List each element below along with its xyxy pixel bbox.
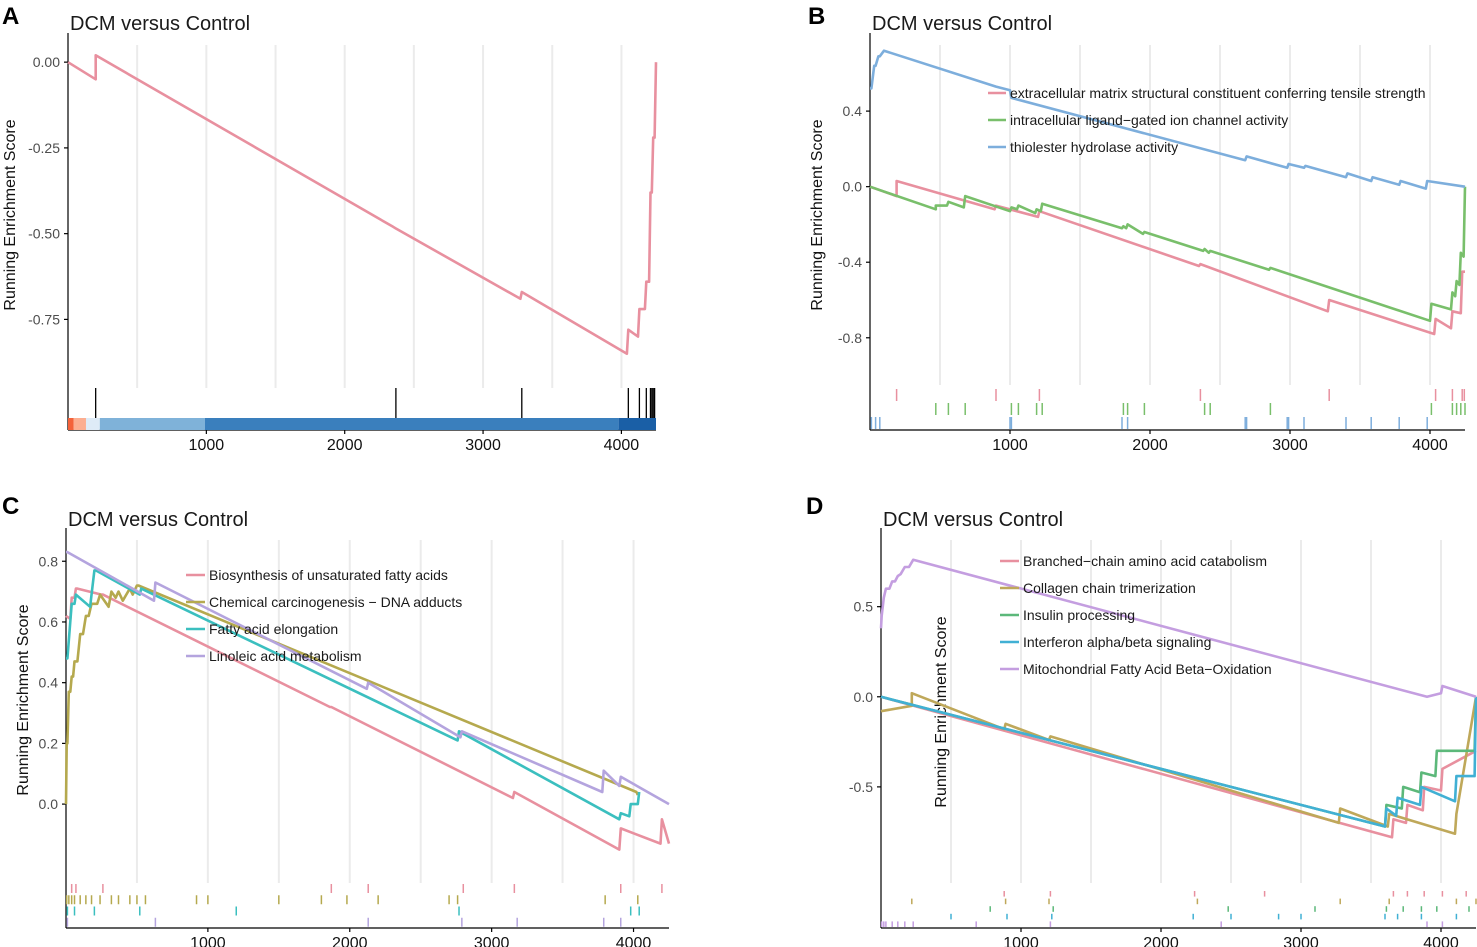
rank-bar-segment (204, 418, 619, 430)
panel-d-plot: 0.5 0.0 -0.5 1000 2000 3000 4000 Branched−chain… (849, 528, 1477, 947)
panel-b-title: DCM versus Control (872, 13, 1052, 35)
panel-c-title: DCM versus Control (68, 509, 248, 531)
x-tick-label: 1000 (1003, 935, 1039, 947)
panel-b-letter: B (808, 3, 825, 30)
legend-label: Branched−chain amino acid catabolism (1023, 553, 1267, 569)
y-tick-label: -0.5 (849, 779, 873, 795)
y-tick-label: 0.0 (854, 689, 874, 705)
y-tick-label: 0.4 (843, 103, 863, 119)
panel-c-letter: C (2, 493, 19, 520)
panel-d: D DCM versus Control Running Enrichment … (806, 493, 1477, 947)
panel-c: C DCM versus Control Running Enrichment … (2, 493, 671, 947)
series-line-1 (869, 179, 1465, 336)
x-tick-label: 1000 (189, 437, 225, 454)
rank-bar-segment (99, 418, 205, 430)
series-line-4 (66, 550, 670, 806)
series-line-1 (880, 695, 1477, 839)
panel-b-ylabel: Running Enrichment Score (809, 119, 826, 310)
legend-label: extracellular matrix structural constitu… (1010, 85, 1426, 101)
legend-label: Interferon alpha/beta signaling (1023, 634, 1211, 650)
panel-a: A DCM versus Control Running Enrichment … (2, 3, 658, 454)
legend-label: thiolester hydrolase activity (1010, 139, 1178, 155)
legend-label: Collagen chain trimerization (1023, 580, 1196, 596)
legend-label: Biosynthesis of unsaturated fatty acids (209, 567, 448, 583)
x-tick-label: 3000 (1283, 935, 1319, 947)
series-line-3 (870, 49, 1466, 190)
series-line-5 (879, 558, 1477, 699)
y-tick-label: -0.75 (28, 311, 60, 327)
rank-bar-segment (618, 418, 656, 430)
panel-c-ylabel: Running Enrichment Score (15, 604, 32, 795)
legend-label: intracellular ligand−gated ion channel a… (1010, 112, 1288, 128)
y-tick-label: -0.4 (838, 254, 862, 270)
panel-d-letter: D (806, 493, 823, 520)
legend-label: Insulin processing (1023, 607, 1135, 623)
panel-a-ylabel: Running Enrichment Score (2, 119, 19, 310)
y-tick-label: -0.8 (838, 330, 862, 346)
panel-a-plot: 0.00 -0.25 -0.50 -0.75 1000 2000 3000 4000 (28, 33, 658, 454)
series-line-1 (67, 53, 658, 356)
x-tick-label: 3000 (474, 935, 510, 947)
x-tick-label: 2000 (1132, 437, 1168, 454)
y-tick-label: 0.6 (39, 614, 59, 630)
x-tick-label: 1000 (992, 437, 1028, 454)
panel-d-title: DCM versus Control (883, 509, 1063, 531)
x-tick-label: 4000 (616, 935, 652, 947)
series-line-3 (66, 569, 641, 821)
x-tick-label: 3000 (465, 437, 501, 454)
x-tick-label: 2000 (327, 437, 363, 454)
rank-bar-segment (73, 418, 86, 430)
rank-bar-segment (68, 418, 74, 430)
y-tick-label: -0.25 (28, 140, 60, 156)
y-tick-label: 0.5 (854, 599, 874, 615)
panel-b-plot: 0.4 0.0 -0.4 -0.8 1000 2000 3000 4000 extracellu… (838, 33, 1467, 454)
y-tick-label: 0.00 (33, 54, 60, 70)
panel-a-letter: A (2, 3, 19, 30)
legend-label: Chemical carcinogenesis − DNA adducts (209, 594, 462, 610)
series-line-2 (880, 691, 1477, 836)
rank-bar-segment (85, 418, 100, 430)
legend-label: Mitochondrial Fatty Acid Beta−Oxidation (1023, 661, 1272, 677)
series-line-2 (869, 185, 1467, 323)
series-line-4 (880, 695, 1477, 828)
x-tick-label: 4000 (1423, 935, 1459, 947)
series-line-1 (65, 587, 671, 851)
x-tick-label: 1000 (190, 935, 226, 947)
y-tick-label: 0.0 (39, 796, 59, 812)
x-tick-label: 2000 (332, 935, 368, 947)
y-tick-label: -0.50 (28, 226, 60, 242)
y-tick-label: 0.0 (843, 179, 863, 195)
y-tick-label: 0.8 (39, 553, 59, 569)
panel-c-plot: 0.8 0.6 0.4 0.2 0.0 1000 2000 3000 4000 Biosynthe… (39, 528, 671, 947)
legend-label: Fatty acid elongation (209, 621, 338, 637)
y-tick-label: 0.2 (39, 735, 59, 751)
x-tick-label: 2000 (1143, 935, 1179, 947)
panel-b: B DCM versus Control Running Enrichment … (808, 3, 1467, 454)
x-tick-label: 3000 (1272, 437, 1308, 454)
legend-label: Linoleic acid metabolism (209, 648, 362, 664)
panel-a-title: DCM versus Control (70, 13, 250, 35)
x-tick-label: 4000 (1412, 437, 1448, 454)
y-tick-label: 0.4 (39, 675, 59, 691)
x-tick-label: 4000 (604, 437, 640, 454)
